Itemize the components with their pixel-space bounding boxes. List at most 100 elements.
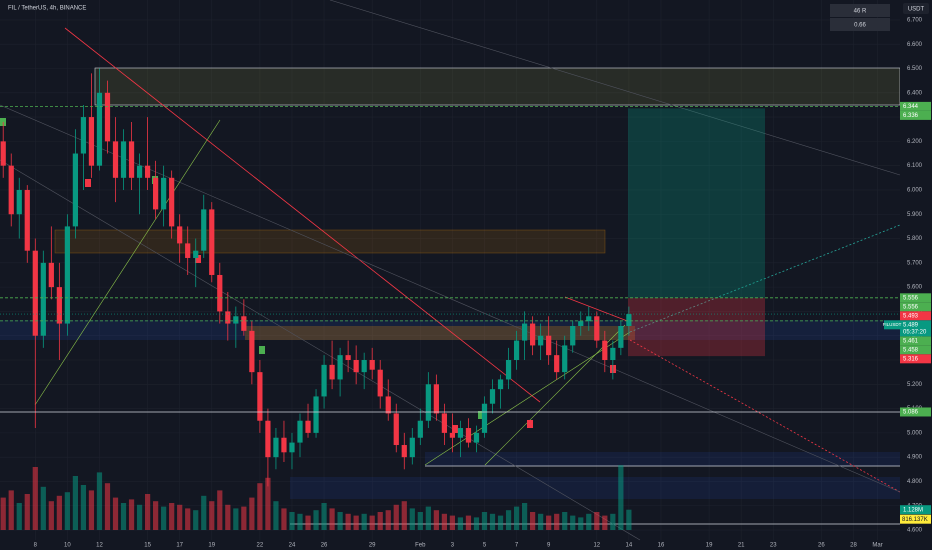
supply-zone — [94, 67, 901, 106]
currency-box[interactable] — [903, 3, 929, 14]
signal-marker — [259, 346, 265, 354]
candles — [0, 68, 632, 487]
price-axis — [900, 0, 932, 550]
candle-body — [201, 209, 207, 251]
volume-bar — [209, 501, 215, 530]
volume-bar — [88, 490, 95, 530]
volume-bar — [409, 508, 415, 530]
y-tick-label: 5.600 — [907, 285, 923, 291]
candle-body — [489, 389, 496, 404]
volume-bar — [305, 515, 311, 530]
countdown: 05:37:20 — [903, 329, 927, 335]
candle-body — [241, 316, 247, 331]
signal-marker — [85, 179, 91, 187]
trend-line — [484, 324, 626, 466]
volume-bar — [193, 510, 199, 530]
price-label: 5.489 — [903, 322, 919, 328]
volume-bar — [570, 515, 576, 530]
symbol-tag-label: FILUSDT — [883, 322, 902, 327]
volume-bar — [32, 467, 38, 530]
candle-body — [257, 372, 263, 421]
volume-bar — [505, 510, 512, 530]
candle-body — [193, 250, 199, 258]
candle-body — [64, 226, 70, 324]
volume-bar — [201, 495, 207, 530]
price-label-box — [900, 293, 931, 303]
volume-bar — [104, 483, 111, 530]
trend-line — [564, 296, 631, 323]
y-tick-label: 6.000 — [907, 188, 923, 194]
candle-body — [473, 432, 480, 443]
volume-bar — [562, 512, 568, 530]
y-tick-label: 5.900 — [907, 212, 923, 218]
y-tick-label: 6.600 — [907, 42, 923, 48]
candle-body — [144, 165, 151, 178]
candle-body — [465, 428, 472, 443]
volume-bar — [345, 513, 351, 530]
price-label: 5.493 — [903, 313, 919, 319]
zone — [245, 326, 635, 340]
volume-bar — [425, 506, 431, 530]
volume-bar — [265, 477, 271, 530]
candle-body — [153, 177, 159, 210]
volume-bar — [128, 499, 135, 530]
y-tick-label: 5.800 — [907, 236, 923, 242]
x-tick-label: 7 — [515, 543, 519, 549]
candle-body — [353, 360, 359, 373]
candle-body — [217, 274, 223, 312]
signal-marker — [195, 255, 201, 263]
volume-bar — [112, 497, 119, 530]
candle-body — [401, 445, 407, 458]
volume-bar — [257, 483, 263, 530]
volume-bar — [80, 485, 87, 530]
candle-body — [120, 141, 127, 178]
candle-body — [233, 316, 239, 324]
volume-bar — [457, 517, 464, 530]
candle-body — [273, 437, 279, 458]
volume-bar — [586, 513, 592, 530]
candle-body — [177, 226, 183, 244]
price-label: 5.458 — [903, 347, 919, 353]
grid — [0, 0, 900, 540]
volume-bar — [48, 501, 54, 530]
x-tick-label: 9 — [547, 543, 551, 549]
candle-body — [24, 189, 30, 251]
candle-body — [594, 316, 600, 341]
y-tick-label: 6.200 — [907, 139, 923, 145]
volume-bar — [393, 504, 399, 530]
volume-bar — [40, 486, 46, 530]
volume-bar — [465, 515, 472, 530]
candle-body — [72, 153, 79, 227]
volume — [0, 465, 632, 530]
candle-body — [586, 316, 592, 322]
volume-bar — [489, 513, 496, 530]
y-tick-label: 5.700 — [907, 260, 923, 266]
zone — [290, 477, 900, 499]
volume-bar — [626, 509, 632, 530]
volume-bar — [337, 512, 343, 530]
volume-bar — [249, 497, 255, 530]
volume-bar — [96, 472, 103, 530]
zone — [54, 229, 606, 254]
volume-bar — [289, 512, 295, 530]
x-tick-label: 12 — [593, 543, 600, 549]
x-tick-label: 19 — [706, 543, 713, 549]
candle-body — [521, 323, 528, 341]
volume-bar — [513, 506, 520, 530]
zone — [0, 320, 900, 340]
candle-body — [48, 262, 54, 288]
trend-line — [34, 119, 221, 406]
volume-bar — [136, 504, 143, 530]
price-label-box — [900, 345, 931, 355]
x-tick-label: 22 — [257, 543, 264, 549]
volume-bar — [546, 515, 552, 530]
x-tick-label: 29 — [369, 543, 376, 549]
candle-body — [513, 340, 520, 360]
candle-body — [385, 396, 391, 414]
candle-body — [393, 413, 399, 446]
price-label-box — [900, 354, 931, 364]
volume-bar — [217, 490, 223, 530]
price-label-box — [900, 302, 931, 312]
candle-body — [361, 360, 367, 373]
candle-body — [369, 360, 375, 370]
